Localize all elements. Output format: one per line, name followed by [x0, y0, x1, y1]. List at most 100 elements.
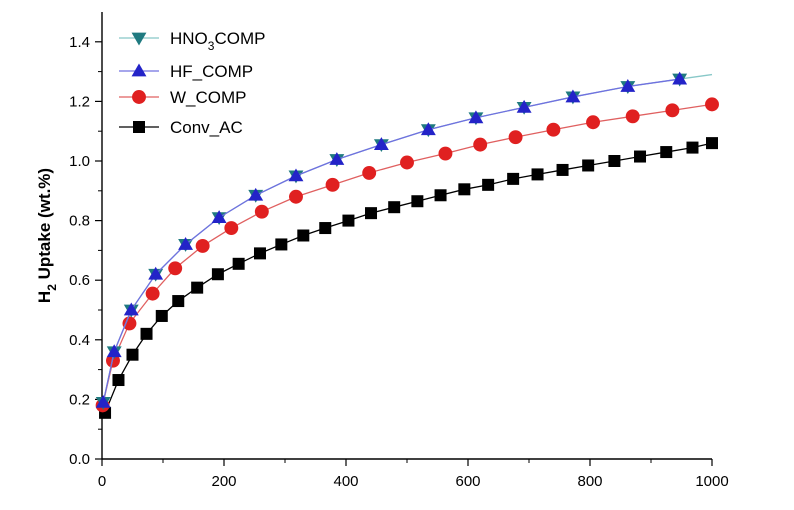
- legend-item-hf-comp: HF_COMP: [119, 62, 253, 81]
- data-point: [248, 187, 264, 201]
- data-point: [325, 177, 340, 192]
- x-tick-label: 800: [577, 473, 602, 490]
- data-point: [195, 238, 210, 253]
- data-point: [388, 201, 401, 214]
- data-point: [556, 163, 569, 176]
- data-point: [122, 316, 137, 331]
- data-point: [620, 79, 636, 92]
- series-line: [102, 78, 680, 403]
- data-point: [582, 159, 595, 172]
- data-point: [224, 221, 239, 236]
- x-tick-label: 400: [333, 473, 358, 490]
- y-tick-label: 1.0: [69, 153, 90, 170]
- data-point: [254, 204, 269, 219]
- y-tick-label: 1.4: [69, 34, 90, 51]
- y-tick-label: 0.8: [69, 213, 90, 230]
- data-point: [608, 155, 621, 167]
- data-point: [145, 286, 160, 301]
- series-hf-comp: [95, 71, 688, 408]
- data-point: [342, 214, 355, 227]
- data-point: [546, 122, 561, 137]
- data-point: [482, 178, 495, 191]
- legend-item-conv-ac: Conv_AC: [119, 118, 243, 137]
- data-point: [211, 268, 224, 281]
- data-point: [473, 137, 488, 152]
- axes: 0.0 0.2 0.4 0.6 0.8 1.0 1.2 1.4 0 200 400 600 800 100…: [35, 12, 729, 490]
- legend-label: HNO3COMP: [170, 29, 265, 53]
- data-point: [123, 302, 139, 316]
- y-tick-label: 0.4: [69, 332, 90, 349]
- legend-marker: [132, 90, 146, 104]
- data-point: [106, 344, 122, 358]
- legend-item-w-comp: W_COMP: [119, 88, 247, 107]
- series-line: [104, 142, 713, 414]
- legend: HNO3COMP HF_COMP W_COMP Conv_AC: [119, 29, 265, 137]
- data-point: [458, 183, 471, 196]
- data-point: [319, 222, 332, 235]
- y-axis-title: H2 Uptake (wt.%): [35, 168, 59, 303]
- series-layer: [95, 71, 719, 419]
- data-point: [232, 257, 245, 270]
- data-point: [508, 130, 523, 145]
- x-tick-label: 1000: [695, 473, 728, 490]
- legend-marker: [131, 32, 147, 46]
- series-w-comp: [95, 97, 719, 413]
- data-point: [191, 281, 204, 294]
- data-point: [362, 165, 377, 180]
- data-point: [365, 207, 378, 220]
- data-point: [665, 103, 680, 118]
- data-point: [211, 210, 227, 224]
- data-point: [706, 137, 718, 150]
- data-point: [289, 189, 303, 204]
- data-point: [297, 229, 310, 242]
- data-point: [95, 394, 111, 408]
- data-point: [373, 137, 389, 151]
- data-point: [586, 115, 601, 130]
- series-conv-ac: [99, 137, 718, 419]
- data-point: [705, 97, 719, 112]
- data-point: [634, 150, 647, 163]
- legend-label: W_COMP: [170, 88, 247, 107]
- data-point: [660, 146, 673, 159]
- data-point: [168, 261, 183, 276]
- data-point: [531, 168, 544, 181]
- legend-label: HF_COMP: [170, 62, 253, 81]
- data-point: [155, 309, 168, 322]
- data-point: [686, 141, 699, 154]
- data-point: [565, 89, 581, 103]
- data-point: [253, 247, 266, 260]
- data-point: [411, 195, 424, 208]
- y-tick-label: 1.2: [69, 93, 90, 110]
- legend-marker: [133, 121, 145, 133]
- data-point: [106, 353, 120, 368]
- series-line: [101, 103, 713, 406]
- data-point: [468, 110, 484, 124]
- data-point: [420, 122, 436, 136]
- data-point: [329, 152, 345, 165]
- data-point: [672, 71, 688, 85]
- data-point: [172, 295, 185, 308]
- legend-label: Conv_AC: [170, 118, 243, 137]
- x-tick-label: 200: [211, 473, 236, 490]
- y-tick-label: 0.6: [69, 272, 90, 289]
- data-point: [140, 327, 153, 340]
- data-point: [434, 189, 447, 202]
- data-point: [112, 374, 125, 387]
- data-point: [507, 172, 520, 185]
- data-point: [516, 99, 532, 113]
- data-point: [438, 146, 453, 161]
- y-tick-label: 0.2: [69, 391, 90, 408]
- data-point: [400, 155, 414, 170]
- data-point: [625, 109, 640, 124]
- legend-marker: [131, 63, 147, 77]
- x-tick-label: 600: [455, 473, 480, 490]
- legend-item-hno3comp: HNO3COMP: [119, 29, 265, 53]
- y-tick-label: 0.0: [69, 451, 90, 468]
- data-point: [148, 266, 164, 280]
- data-point: [178, 237, 194, 250]
- x-tick-label: 0: [98, 473, 106, 490]
- data-point: [126, 348, 139, 361]
- data-point: [288, 168, 304, 182]
